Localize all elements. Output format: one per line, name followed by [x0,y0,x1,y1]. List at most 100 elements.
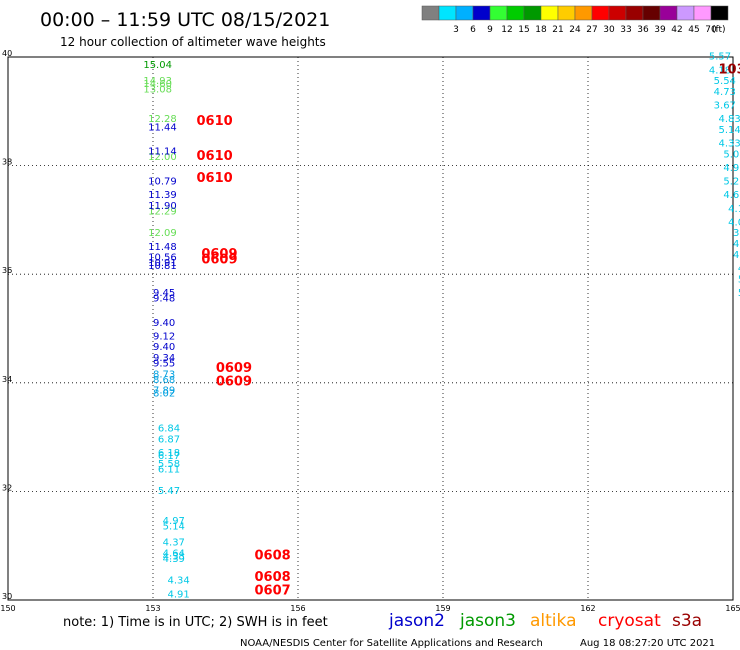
x-tick-label: 165 [725,604,740,613]
axis-ticks: 150 153 156 159 162 165 30 32 34 36 38 40 [0,49,740,613]
footer-note: note: 1) Time is in UTC; 2) SWH is in fe… [63,615,328,630]
color-scale-label: 42 [671,25,682,35]
wave-height-label: 11.48 [148,242,177,253]
color-scale-swatch [421,5,440,21]
cryosat-time-label: 0608 [255,570,291,585]
wave-height-label: 11.39 [148,190,177,201]
color-scale-swatch [472,5,491,21]
satellite-legend-s3a: s3a [672,611,702,631]
y-tick-label: 32 [2,483,12,492]
cryosat-time-label: 0608 [255,548,291,563]
wave-height-label: 12.29 [148,206,177,217]
x-tick-label: 162 [580,604,595,613]
wave-height-label: 6.18 [158,448,180,459]
satellite-legend-jason3: jason3 [459,611,516,631]
wave-height-label: 9.48 [153,293,175,304]
color-scale-swatch [608,5,627,21]
color-scale-swatch [625,5,644,21]
satellite-legend: jason2 jason3 altika cryosat s3a [388,611,702,631]
color-scale-swatch [523,5,542,21]
wave-height-label: 5.57 [709,52,731,63]
wave-height-label: 9.45 [153,288,175,299]
wave-height-label: 4.03 [728,217,740,228]
wave-height-label: 12.28 [148,114,177,125]
wave-height-label: 4.11 [738,263,740,274]
color-scale-swatch [455,5,474,21]
wave-height-label: 9.12 [153,331,175,342]
y-tick-label: 34 [2,375,12,384]
wave-height-label: 4.96 [723,163,740,174]
x-tick-label: 150 [0,604,15,613]
wave-height-label: 12.00 [148,152,177,163]
color-scale-swatch [710,5,729,21]
satellite-legend-cryosat: cryosat [598,611,661,631]
wave-height-label: 11.44 [148,122,177,133]
wave-height-label: 5.21 [723,177,740,188]
color-scale-swatch [489,5,508,21]
chart-title: 00:00 – 11:59 UTC 08/15/2021 [40,9,330,31]
cryosat-time-label: 0610 [197,149,233,164]
cryosat-time-label: 0610 [197,114,233,129]
wave-height-label: 4.18 [709,65,731,76]
wave-height-label: 14.60 [143,79,172,90]
color-scale-unit: (ft) [712,25,726,35]
wave-height-label: 4.71 [733,239,740,250]
wave-height-label: 4.39 [163,554,185,565]
wave-height-label: 6.87 [158,435,180,446]
color-scale-label: 6 [470,25,476,35]
color-scale-label: 33 [620,25,631,35]
wave-height-label: 4.73 [714,87,736,98]
color-scale-swatch [574,5,593,21]
plot-area: 150 153 156 159 162 165 30 32 34 36 38 40 15.04 14.9… [0,49,740,613]
wave-height-label: 15.04 [143,60,172,71]
color-scale-legend: 3 6 9 12 15 18 21 24 27 30 33 36 39 42 45 70 [421,5,729,35]
color-scale-label: 12 [501,25,512,35]
color-scale-label: 39 [654,25,666,35]
color-scale-label: 18 [535,25,547,35]
cryosat-time-label: 1037 [719,62,740,77]
wave-height-label: 3.85 [733,228,740,239]
wave-height-label: 4.19 [728,204,740,215]
color-scale-label: 27 [586,25,597,35]
color-scale-swatch [506,5,525,21]
wave-height-label: 5.14 [719,125,740,136]
color-scale-label: 30 [603,25,615,35]
satellite-legend-jason2: jason2 [388,611,445,631]
y-tick-label: 40 [2,49,12,58]
wave-height-label: 9.40 [153,318,175,329]
wave-height-label: 4.33 [163,551,185,562]
wave-height-label: 6.84 [158,424,180,435]
wave-height-label: 10.91 [148,258,177,269]
wave-height-label: 10.56 [148,253,177,264]
wave-height-label: 12.09 [148,228,177,239]
wave-height-label: 4.34 [168,576,190,587]
chart-subtitle: 12 hour collection of altimeter wave hei… [60,35,326,49]
wave-height-label: 11.14 [148,147,177,158]
color-scale-label: 21 [552,25,563,35]
wave-height-label: 5.04 [738,288,740,299]
wave-height-label: 8.73 [153,369,175,380]
x-tick-label: 159 [435,604,450,613]
color-scale-swatch [438,5,457,21]
color-scale-label: 3 [453,25,459,35]
wave-height-label: 4.37 [163,538,185,549]
color-scale-swatch [591,5,610,21]
y-tick-label: 38 [2,158,12,167]
color-scale-label: 24 [569,25,581,35]
wave-height-label: 5.08 [723,149,740,160]
wave-height-label: 5.14 [163,521,185,532]
wave-height-label: 4.91 [168,589,190,600]
color-scale-swatch [693,5,712,21]
color-scale-label: 15 [518,25,529,35]
x-tick-label: 153 [145,604,160,613]
cryosat-time-label: 0609 [201,252,237,267]
x-tick-label: 156 [290,604,305,613]
cryosat-time-label: 0607 [255,584,291,599]
cryosat-time-label: 0609 [216,361,252,376]
wave-height-label: 4.65 [723,190,740,201]
wave-height-label: 6.17 [158,451,180,462]
wave-height-label: 10.81 [148,261,177,272]
wave-height-label: 9.40 [153,342,175,353]
